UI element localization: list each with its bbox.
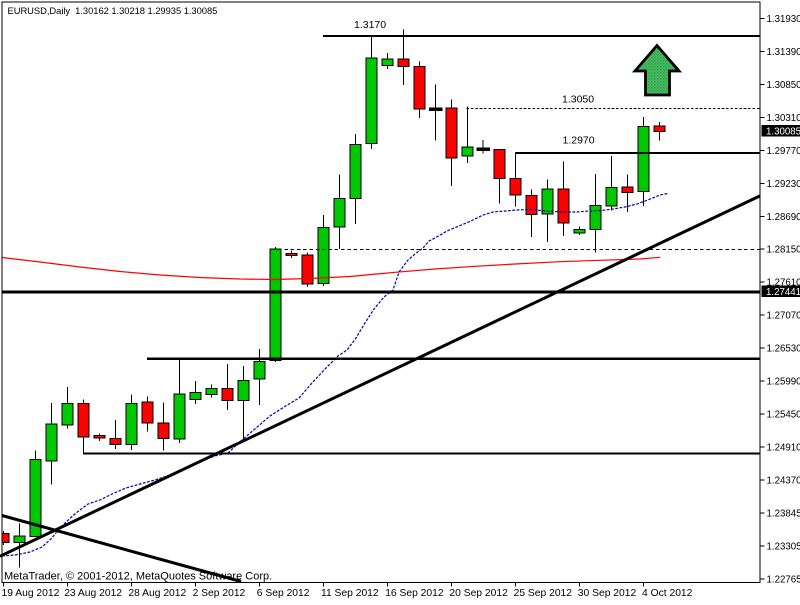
svg-text:1.25990: 1.25990	[767, 377, 800, 388]
svg-text:EURUSD,Daily 1.30162 1.30218: EURUSD,Daily 1.30162 1.30218 1.29935 1.3…	[8, 5, 218, 16]
svg-text:19 Aug 2012: 19 Aug 2012	[2, 588, 60, 599]
svg-text:30 Sep 2012: 30 Sep 2012	[578, 588, 637, 599]
svg-text:25 Sep 2012: 25 Sep 2012	[514, 588, 573, 599]
svg-text:1.22765: 1.22765	[767, 574, 800, 585]
svg-text:1.30310: 1.30310	[767, 113, 800, 124]
svg-text:1.31930: 1.31930	[767, 14, 800, 25]
svg-text:1.30850: 1.30850	[767, 80, 800, 91]
svg-text:MetaTrader, © 2001-2012, MetaQ: MetaTrader, © 2001-2012, MetaQuotes Soft…	[4, 571, 272, 583]
svg-text:4 Oct 2012: 4 Oct 2012	[642, 588, 693, 599]
svg-text:1.29230: 1.29230	[767, 179, 800, 190]
svg-text:1.27070: 1.27070	[767, 311, 800, 322]
svg-text:1.29770: 1.29770	[767, 146, 800, 157]
svg-text:1.23845: 1.23845	[767, 508, 800, 519]
svg-text:1.2970: 1.2970	[563, 135, 595, 147]
svg-text:6 Sep 2012: 6 Sep 2012	[257, 588, 310, 599]
svg-text:1.30085: 1.30085	[766, 127, 800, 138]
svg-text:16 Sep 2012: 16 Sep 2012	[385, 588, 444, 599]
svg-text:28 Aug 2012: 28 Aug 2012	[128, 588, 186, 599]
svg-text:1.3170: 1.3170	[354, 19, 386, 31]
svg-text:2 Sep 2012: 2 Sep 2012	[193, 588, 246, 599]
svg-text:1.26530: 1.26530	[767, 344, 800, 355]
svg-text:1.24370: 1.24370	[767, 475, 800, 486]
svg-text:1.25450: 1.25450	[767, 410, 800, 421]
svg-text:1.24910: 1.24910	[767, 442, 800, 453]
svg-text:1.28690: 1.28690	[767, 212, 800, 223]
svg-text:1.28150: 1.28150	[767, 245, 800, 256]
svg-text:1.27441: 1.27441	[766, 287, 800, 298]
svg-text:1.3050: 1.3050	[562, 94, 594, 106]
svg-text:1.31390: 1.31390	[767, 47, 800, 58]
svg-text:23 Aug 2012: 23 Aug 2012	[64, 588, 122, 599]
svg-text:11 Sep 2012: 11 Sep 2012	[321, 588, 379, 599]
svg-text:1.23305: 1.23305	[767, 541, 800, 552]
svg-text:20 Sep 2012: 20 Sep 2012	[449, 588, 508, 599]
